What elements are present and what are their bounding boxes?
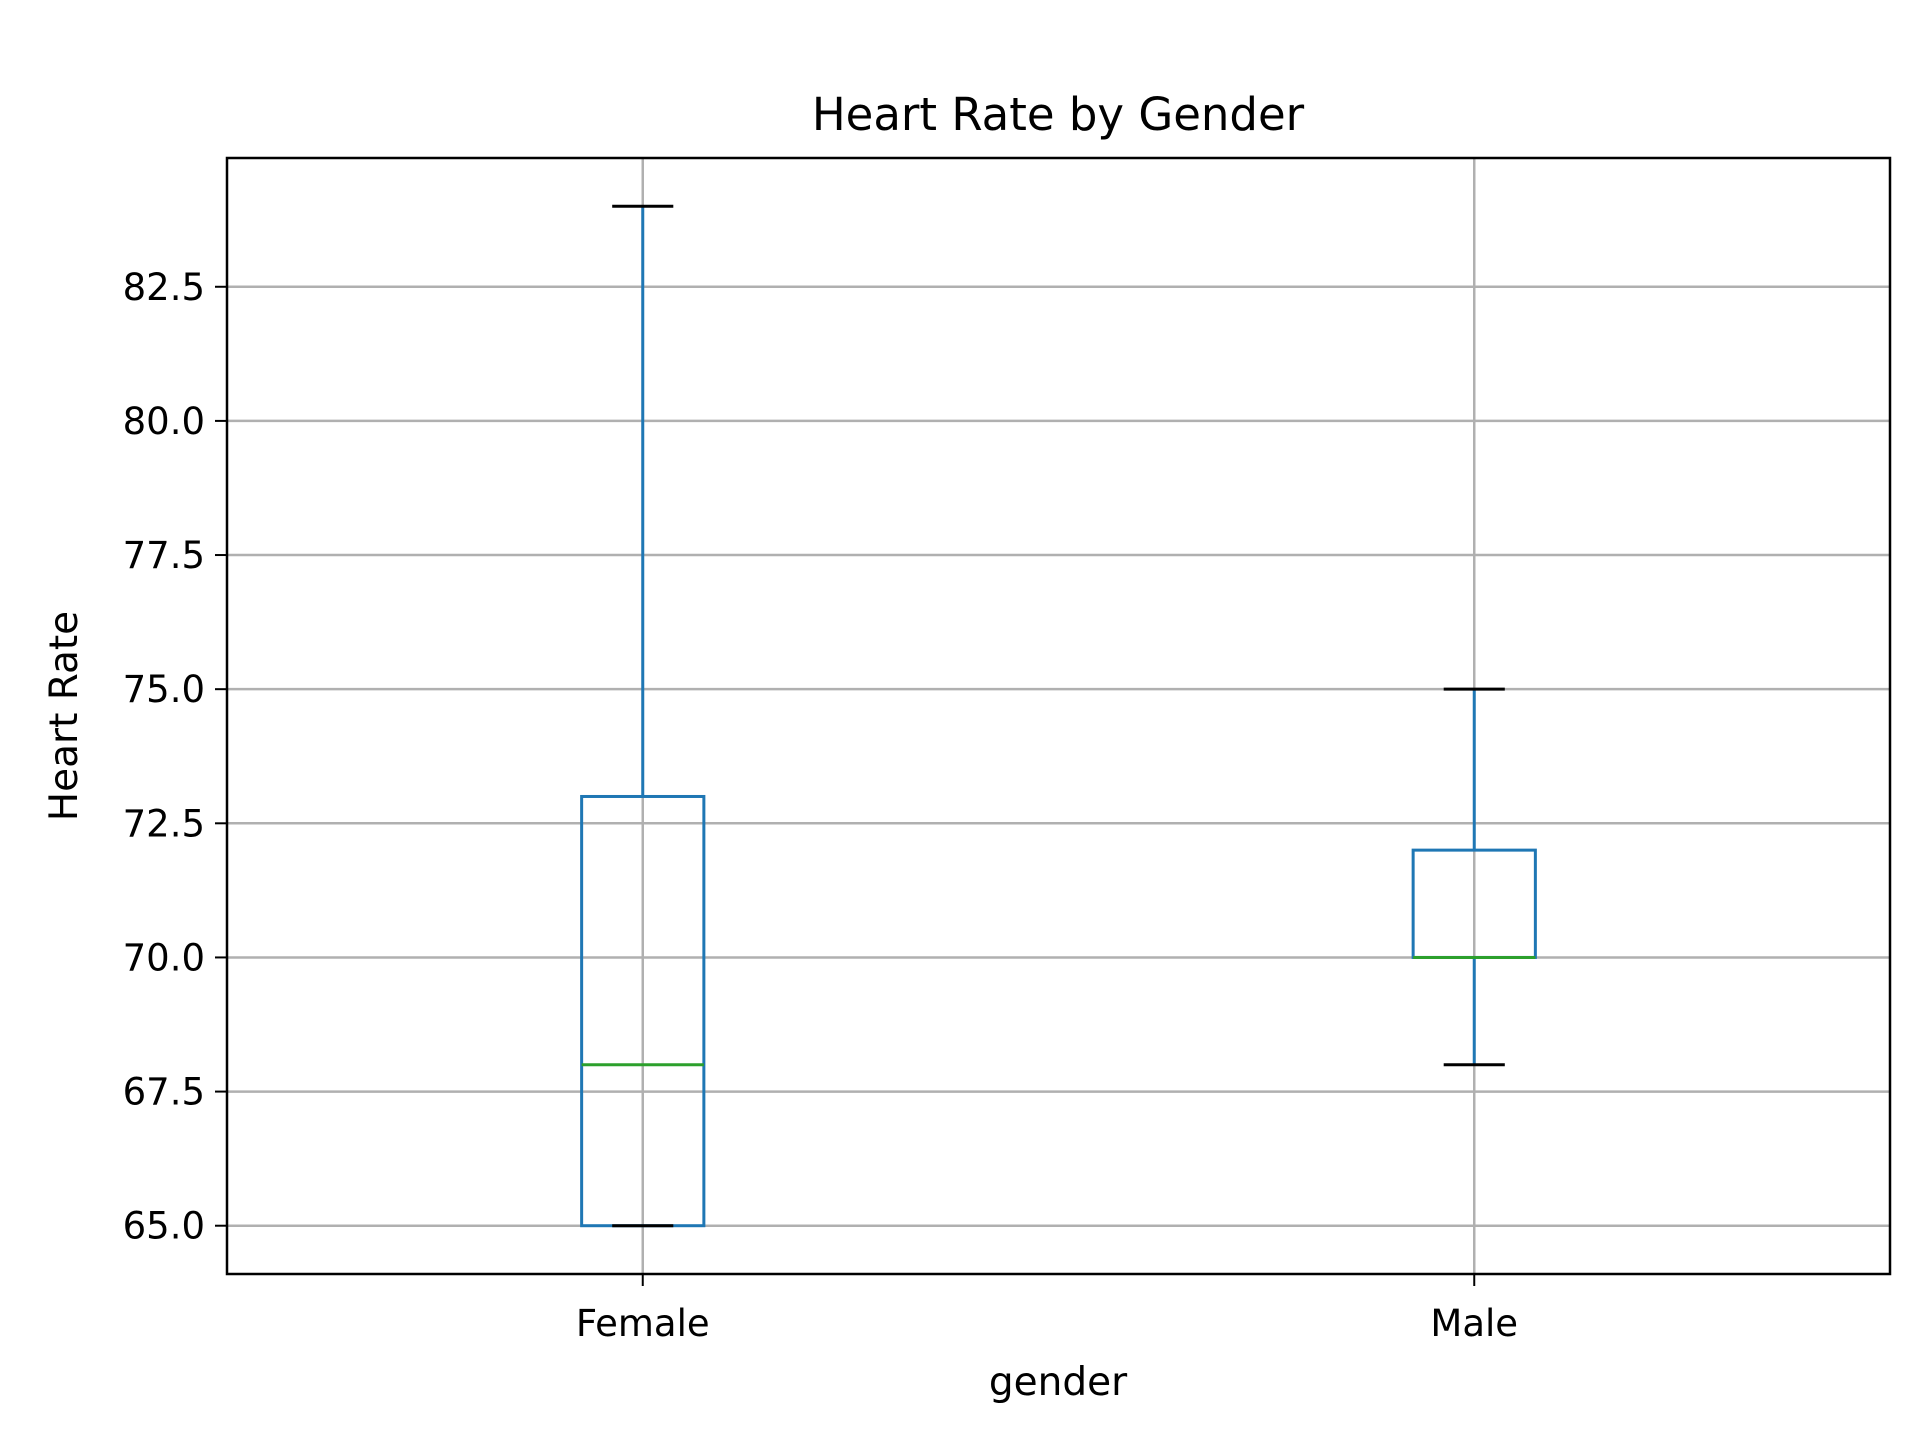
boxes-layer [580, 204, 1537, 1228]
box-male [1411, 687, 1537, 1067]
grid-layer [227, 158, 1890, 1274]
y-tick-label: 77.5 [123, 534, 205, 577]
x-tick-label: Female [576, 1302, 710, 1345]
y-tick-label: 70.0 [123, 936, 205, 979]
box-female [580, 204, 706, 1228]
y-tick-label: 80.0 [123, 400, 205, 443]
chart-title: Heart Rate by Gender [812, 88, 1305, 141]
y-axis-label: Heart Rate [42, 611, 87, 821]
y-tick-label: 65.0 [123, 1205, 205, 1248]
y-tick-label: 75.0 [123, 668, 205, 711]
y-tick-label: 72.5 [123, 802, 205, 845]
y-tick-label: 67.5 [123, 1071, 205, 1114]
x-tick-label: Male [1430, 1302, 1518, 1345]
ticks-layer: 65.0 67.5 70.0 72.5 75.0 77.5 80.0 82.5 Female Ma… [123, 266, 1518, 1345]
x-axis-label: gender [989, 1360, 1128, 1405]
plot-frame [225, 156, 1892, 1276]
y-tick-label: 82.5 [123, 266, 205, 309]
